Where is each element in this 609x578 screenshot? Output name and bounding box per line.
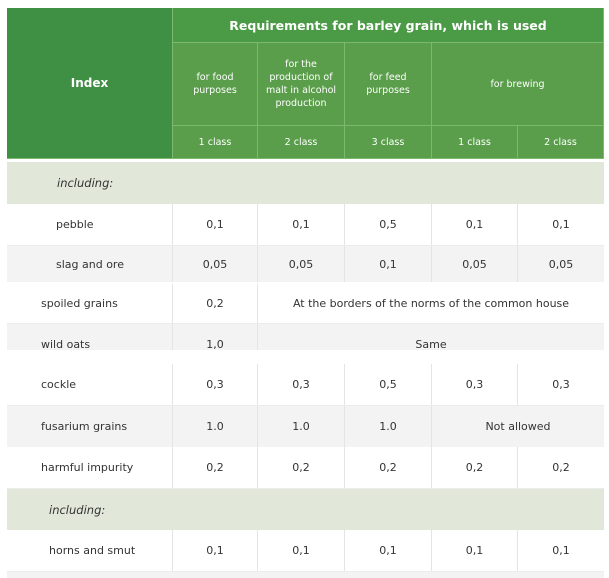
row-value: 0,2: [173, 284, 258, 323]
merged-value: Not allowed: [485, 420, 551, 433]
row-value: 0,1: [173, 204, 258, 245]
row-value: 0,2: [345, 447, 432, 488]
row-value: 0,05: [548, 257, 574, 271]
table-row: [7, 572, 604, 578]
row-value: 1,0: [173, 324, 258, 350]
row-name: horns and smut: [7, 530, 173, 571]
row-value: 0,2: [173, 447, 258, 488]
requirements-header: Requirements for barley grain, which is …: [173, 8, 604, 43]
purpose-brewing-header: for brewing: [432, 43, 604, 126]
row-value: 0,3: [258, 364, 345, 405]
row-value: 1.0: [173, 406, 258, 447]
section-row: including:: [7, 489, 604, 530]
row-value: 0,1: [432, 204, 518, 245]
row-value: 0,3: [552, 378, 570, 391]
row-value: 0,1: [173, 530, 258, 571]
section-label: including:: [57, 176, 114, 190]
section-row: including:: [7, 162, 604, 204]
class-header: 3 class: [345, 126, 432, 159]
row-name: cockle: [7, 364, 173, 405]
row-value: 0,1: [552, 218, 570, 231]
table-row: wild oats 1,0 Same: [7, 324, 604, 350]
merged-value: At the borders of the norms of the commo…: [292, 297, 570, 310]
section-label: including:: [49, 502, 106, 517]
row-value: 0,1: [258, 530, 345, 571]
row-value: 0,3: [432, 364, 518, 405]
table-row: slag and ore 0,05 0,05 0,1 0,05 0,05: [7, 246, 604, 282]
index-header: Index: [7, 8, 173, 159]
row-value: 0,5: [345, 204, 432, 245]
row-name: spoiled grains: [7, 284, 173, 323]
row-value: 1.0: [345, 406, 432, 447]
table-row: spoiled grains 0,2 At the borders of the…: [7, 284, 604, 324]
purpose-malt-header: for the production of malt in alcohol pr…: [258, 43, 345, 126]
merged-value: Same: [415, 337, 447, 351]
row-value: 0,5: [345, 364, 432, 405]
row-value: 0,2: [552, 461, 570, 474]
table-row: harmful impurity 0,2 0,2 0,2 0,2 0,2: [7, 447, 604, 489]
row-name: fusarium grains: [7, 406, 173, 447]
row-name: wild oats: [7, 324, 173, 350]
row-value: 0,1: [345, 530, 432, 571]
row-value: 0,2: [258, 447, 345, 488]
row-value: 0,1: [432, 530, 518, 571]
class-header: 1 class: [173, 126, 258, 159]
class-header: 2 class: [258, 126, 345, 159]
row-value: 0,05: [258, 246, 345, 282]
row-name: slag and ore: [7, 246, 173, 282]
row-value: 1.0: [258, 406, 345, 447]
row-value: 0,05: [173, 246, 258, 282]
row-value: 0,05: [432, 246, 518, 282]
row-value: 0,3: [173, 364, 258, 405]
row-name: pebble: [7, 204, 173, 245]
purpose-feed-header: for feed purposes: [345, 43, 432, 126]
row-value: 0,1: [345, 246, 432, 282]
table-row: pebble 0,1 0,1 0,5 0,1 0,1: [7, 204, 604, 246]
table-row: cockle 0,3 0,3 0,5 0,3 0,3: [7, 364, 604, 406]
table-row: horns and smut 0,1 0,1 0,1 0,1 0,1: [7, 530, 604, 572]
class-header: 2 class: [518, 126, 604, 159]
purpose-food-header: for food purposes: [173, 43, 258, 126]
row-name: harmful impurity: [7, 447, 173, 488]
table-row: fusarium grains 1.0 1.0 1.0 Not allowed: [7, 406, 604, 447]
row-value: 0,1: [552, 544, 570, 557]
row-value: 0,2: [432, 447, 518, 488]
class-header: 1 class: [432, 126, 518, 159]
row-value: 0,1: [258, 204, 345, 245]
